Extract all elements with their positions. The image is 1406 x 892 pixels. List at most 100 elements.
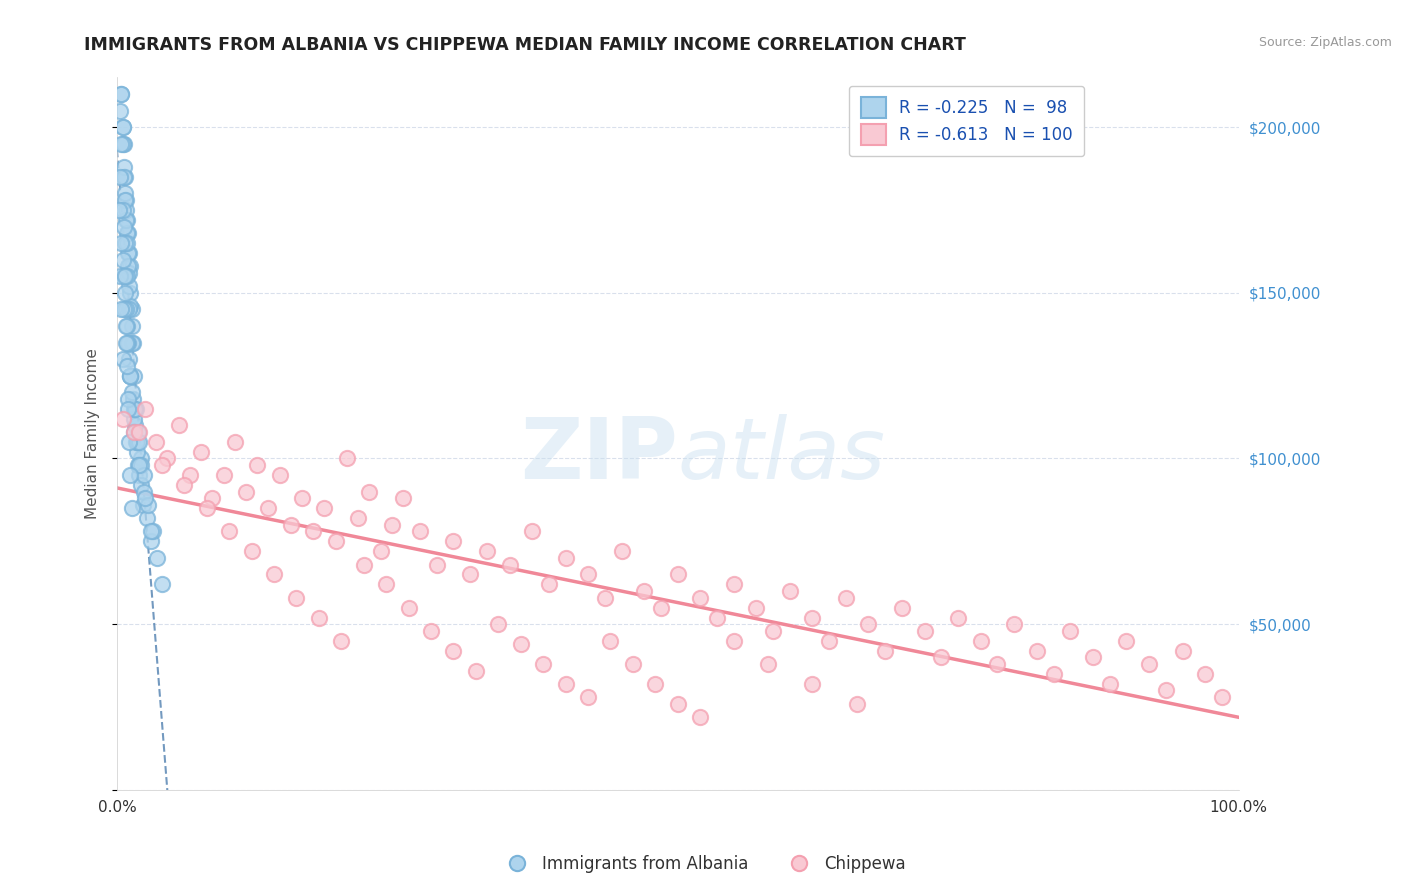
Point [336, 451, 359, 466]
Point [117, 260, 139, 274]
Point [576, 567, 599, 582]
Point [1042, 666, 1064, 681]
Point [914, 624, 936, 638]
Point [115, 318, 138, 333]
Point [136, 511, 159, 525]
Point [132, 498, 155, 512]
Point [121, 335, 143, 350]
Point [464, 664, 486, 678]
Point [353, 558, 375, 572]
Point [650, 600, 672, 615]
Point [110, 236, 132, 251]
Point [114, 269, 136, 284]
Point [420, 624, 443, 638]
Point [756, 657, 779, 671]
Point [706, 610, 728, 624]
Point [128, 434, 150, 449]
Point [112, 169, 135, 184]
Point [128, 458, 150, 472]
Point [120, 368, 142, 383]
Point [212, 468, 235, 483]
Point [118, 266, 141, 280]
Point [122, 425, 145, 439]
Point [1154, 683, 1177, 698]
Point [392, 491, 415, 506]
Point [112, 269, 135, 284]
Point [1098, 677, 1121, 691]
Point [122, 425, 145, 439]
Point [443, 643, 465, 657]
Point [235, 484, 257, 499]
Point [146, 550, 169, 565]
Point [110, 136, 132, 151]
Point [125, 434, 148, 449]
Point [117, 392, 139, 406]
Point [224, 434, 246, 449]
Point [142, 524, 165, 539]
Point [111, 120, 134, 135]
Point [128, 425, 150, 439]
Point [118, 352, 141, 367]
Point [120, 285, 142, 300]
Point [330, 633, 353, 648]
Point [114, 236, 136, 251]
Point [112, 160, 135, 174]
Point [127, 445, 149, 459]
Point [150, 458, 173, 472]
Point [117, 335, 139, 350]
Point [110, 103, 132, 118]
Point [114, 169, 136, 184]
Point [846, 697, 869, 711]
Point [554, 677, 576, 691]
Point [1002, 617, 1025, 632]
Point [115, 269, 138, 284]
Point [347, 511, 370, 525]
Point [426, 558, 449, 572]
Point [509, 637, 531, 651]
Point [285, 591, 308, 605]
Point [537, 577, 560, 591]
Point [948, 610, 970, 624]
Point [1194, 666, 1216, 681]
Point [115, 318, 138, 333]
Point [129, 478, 152, 492]
Point [120, 368, 142, 383]
Point [121, 302, 143, 317]
Point [375, 577, 398, 591]
Point [110, 87, 132, 101]
Legend: Immigrants from Albania, Chippewa: Immigrants from Albania, Chippewa [494, 848, 912, 880]
Point [1171, 643, 1194, 657]
Point [122, 411, 145, 425]
Point [115, 202, 138, 217]
Point [111, 120, 134, 135]
Point [120, 368, 142, 383]
Point [121, 335, 143, 350]
Point [633, 584, 655, 599]
Point [458, 567, 481, 582]
Point [531, 657, 554, 671]
Point [257, 501, 280, 516]
Point [291, 491, 314, 506]
Point [554, 550, 576, 565]
Point [121, 318, 143, 333]
Point [218, 524, 240, 539]
Point [110, 54, 132, 68]
Point [723, 633, 745, 648]
Text: atlas: atlas [678, 414, 886, 497]
Point [139, 524, 162, 539]
Point [986, 657, 1008, 671]
Point [201, 491, 224, 506]
Point [121, 385, 143, 400]
Y-axis label: Median Family Income: Median Family Income [86, 348, 100, 519]
Point [115, 236, 138, 251]
Point [801, 610, 824, 624]
Point [593, 591, 616, 605]
Point [128, 468, 150, 483]
Point [150, 577, 173, 591]
Text: Source: ZipAtlas.com: Source: ZipAtlas.com [1258, 36, 1392, 49]
Point [117, 246, 139, 260]
Point [129, 458, 152, 472]
Point [246, 458, 269, 472]
Point [1025, 643, 1047, 657]
Text: IMMIGRANTS FROM ALBANIA VS CHIPPEWA MEDIAN FAMILY INCOME CORRELATION CHART: IMMIGRANTS FROM ALBANIA VS CHIPPEWA MEDI… [84, 36, 966, 54]
